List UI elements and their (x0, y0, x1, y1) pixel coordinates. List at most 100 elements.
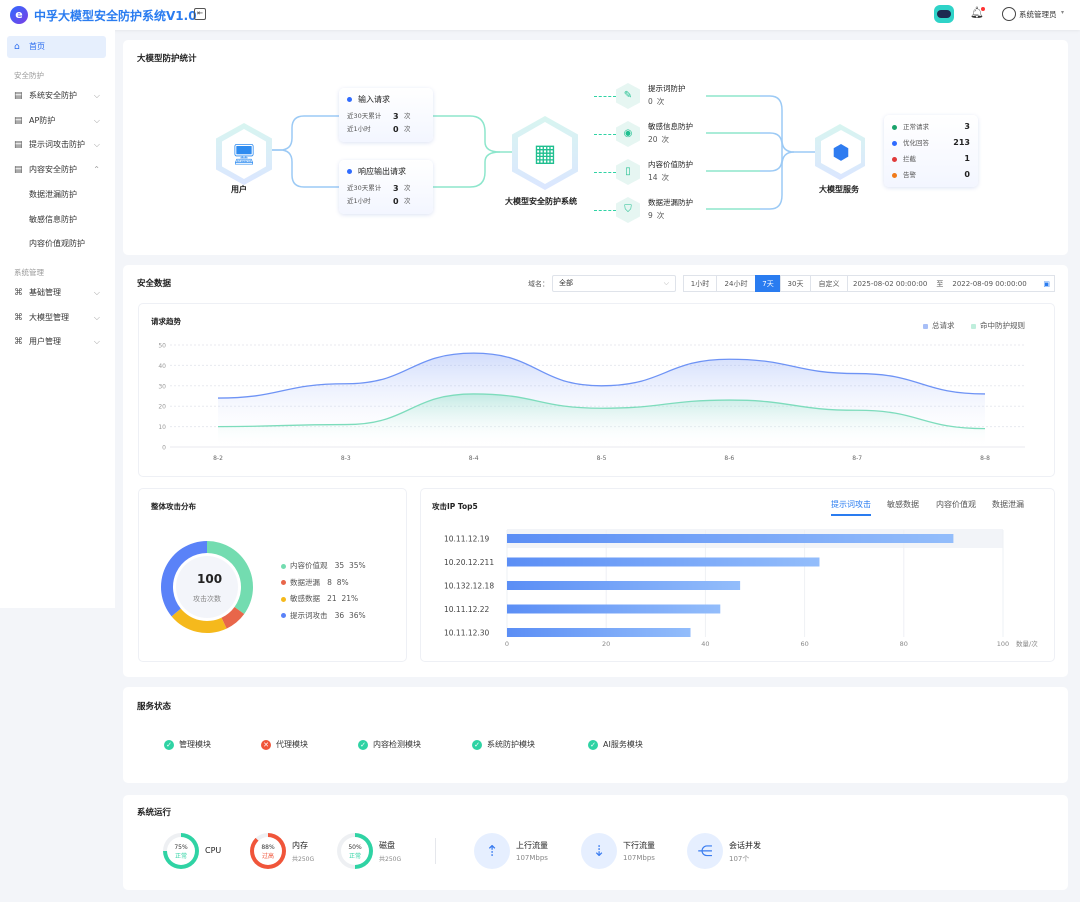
gauge-name: CPU (205, 846, 222, 855)
flow-name: 上行流量 (516, 841, 548, 850)
caret-down-icon[interactable]: ▾ (1061, 9, 1065, 16)
x-tick-label: 80 (900, 640, 908, 648)
shield-doc-icon: ▤ (14, 116, 23, 126)
x-tick-label: 8-3 (341, 455, 351, 462)
y-tick-label: 10 (158, 424, 166, 431)
sidebar-item-basic[interactable]: ⌘ 基础管理 ⌵ (7, 282, 106, 304)
donut-slice (161, 541, 207, 617)
flow-name: 会话并发 (729, 841, 761, 850)
legend-dot (281, 613, 286, 618)
sidebar-item-llm[interactable]: ⌘ 大模型管理 ⌵ (7, 307, 106, 329)
box-title: 输入请求 (358, 95, 390, 104)
row-label: 近30天累计 (347, 184, 382, 192)
unit: 次 (404, 125, 411, 133)
chart-title: 请求趋势 (151, 317, 181, 326)
legend-label: 总请求 (932, 321, 955, 330)
result-row: 告警 0 (892, 167, 970, 183)
error-circle-icon: ✕ (261, 739, 271, 750)
legend-value: 35 (334, 561, 345, 570)
sidebar-subitem[interactable]: 数据泄漏防护 (29, 190, 77, 199)
upload-traffic-icon: ⇡ (474, 833, 510, 869)
bell-icon[interactable]: 🔔︎ (970, 6, 985, 19)
sidebar-item-content[interactable]: ▤ 内容安全防护 ⌃ (7, 159, 106, 181)
range-1h[interactable]: 1小时 (683, 275, 717, 292)
unit: 次 (661, 173, 670, 182)
status-dot (892, 124, 897, 130)
box-title: 响应输出请求 (358, 167, 406, 176)
range-30d[interactable]: 30天 (780, 275, 811, 292)
status-dot (892, 140, 897, 146)
gauge-status: 过高 (261, 853, 274, 860)
donut-slice (221, 606, 245, 629)
tab-sensitive-data[interactable]: 敏感数据 (887, 500, 919, 509)
chevron-down-icon: ⌵ (93, 116, 100, 125)
service-status-item: ✓ 管理模块 (164, 739, 211, 750)
tab-prompt-attack[interactable]: 提示词攻击 (831, 499, 871, 516)
service-name: 代理模块 (276, 740, 308, 749)
row-value: 0 (393, 197, 399, 206)
avatar[interactable] (1002, 7, 1016, 21)
robot-icon[interactable] (934, 5, 954, 23)
label: AP防护 (29, 116, 56, 125)
sidebar-item-home[interactable]: ⌂ 首页 (7, 36, 106, 58)
gauge-sub: 共250G (292, 856, 315, 863)
check-circle-icon: ✓ (588, 739, 598, 750)
service-name: AI服务模块 (603, 740, 643, 749)
service-label: 大模型服务 (819, 185, 859, 194)
donut-legend-item: 内容价值观 35 35% (281, 560, 366, 571)
legend-name: 内容价值观 (290, 561, 328, 570)
result-row: 正常请求 3 (892, 119, 970, 135)
result-row: 优化回答 213 (892, 135, 970, 151)
gauge-pct: 88% (261, 844, 275, 851)
y-tick-label: 50 (158, 343, 166, 350)
row-value: 3 (393, 184, 399, 193)
y-tick-label: 40 (158, 363, 166, 370)
x-tick-label: 100 (997, 640, 1009, 648)
chevron-down-icon: ⌵ (93, 288, 100, 297)
protection-value: 0 (648, 97, 653, 106)
sidebar-subitem[interactable]: 敏感信息防护 (29, 215, 77, 224)
protection-name: 数据泄漏防护 (648, 198, 693, 207)
sidebar-item-users[interactable]: ⌘ 用户管理 ⌵ (7, 331, 106, 353)
row-label: 近30天累计 (347, 112, 382, 120)
bar (507, 534, 954, 543)
tab-data-leak[interactable]: 数据泄漏 (992, 500, 1024, 509)
sidebar-item-prompt[interactable]: ▤ 提示词攻击防护 ⌵ (7, 134, 106, 156)
service-name: 系统防护模块 (487, 740, 535, 749)
legend-dot (281, 563, 286, 569)
row-label: 近1小时 (347, 197, 371, 205)
sidebar-item-api[interactable]: ▤ AP防护 ⌵ (7, 110, 106, 132)
grid-icon: ⌘ (14, 288, 23, 298)
x-tick-label: 60 (800, 640, 808, 648)
service-status-card (123, 687, 1068, 783)
label: 内容安全防护 (29, 165, 77, 174)
date-range-picker[interactable]: 2025-08-02 00:00:00 至 2022-08-09 00:00:00 ▣ (847, 275, 1055, 292)
y-tick-label: 10.132.12.18 (444, 582, 494, 591)
collapse-sidebar-icon[interactable]: ⇤ (194, 8, 206, 20)
chevron-down-icon: ⌵ (663, 279, 669, 287)
prompt-protection-icon: ✎ (616, 83, 640, 109)
output-request-box: 响应输出请求 近30天累计 3 次 近1小时 0 次 (339, 160, 433, 214)
result-row: 拦截 1 (892, 151, 970, 167)
result-value: 213 (953, 138, 970, 147)
sidebar: ⌂ 首页 安全防护 ▤ 系统安全防护 ⌵ ▤ AP防护 ⌵ ▤ 提示词攻击防护 ⌵ ▤ 内容安全… (0, 30, 115, 608)
usage-gauge: 50% 正常 (337, 833, 373, 869)
x-tick-label: 8-2 (213, 455, 223, 462)
sidebar-subitem[interactable]: 内容价值观防护 (29, 239, 85, 248)
domain-select[interactable]: 全部 ⌵ (552, 275, 676, 292)
user-label: 用户 (231, 185, 247, 194)
legend-hit: 命中防护规则 (971, 320, 1025, 331)
x-tick-label: 8-5 (597, 455, 607, 462)
series-line (217, 393, 986, 430)
gauge-status: 正常 (174, 853, 187, 860)
card-title: 系统运行 (137, 808, 172, 818)
flow-value: 107Mbps (516, 854, 548, 862)
user-name[interactable]: 系统管理员 (1019, 10, 1057, 19)
label: 用户管理 (29, 337, 61, 346)
check-circle-icon: ✓ (358, 739, 368, 750)
sidebar-item-system-security[interactable]: ▤ 系统安全防护 ⌵ (7, 85, 106, 107)
check-circle-icon: ✓ (164, 739, 174, 750)
dashed-arrow (594, 96, 616, 97)
tab-content-values[interactable]: 内容价值观 (936, 500, 976, 509)
donut-center-label: 攻击次数 (193, 595, 221, 603)
